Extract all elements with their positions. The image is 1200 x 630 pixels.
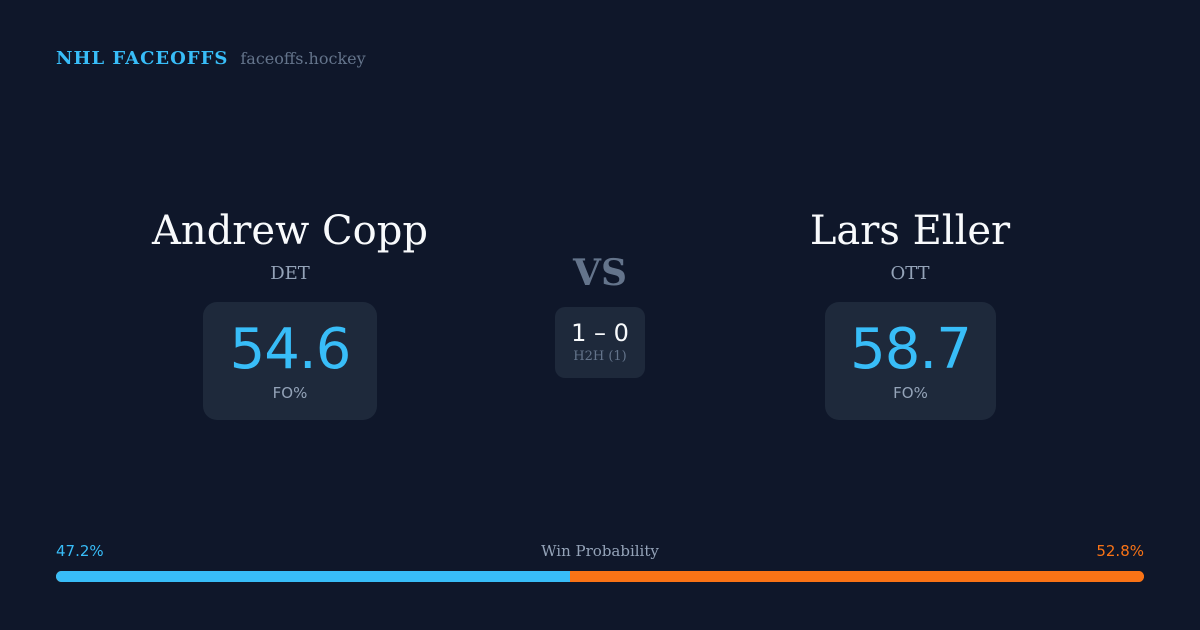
win-prob-right: 52.8% (1096, 542, 1144, 560)
h2h-score: 1 – 0 (571, 319, 629, 347)
player-left: Andrew Copp DET (90, 205, 490, 284)
h2h-label: H2H (1) (573, 349, 627, 364)
player-right: Lars Eller OTT (710, 205, 1110, 284)
player-name: Lars Eller (809, 208, 1011, 254)
win-prob-title: Win Probability (541, 542, 659, 560)
fo-pct-value: 54.6 (229, 317, 352, 382)
brand-url: faceoffs.hockey (240, 49, 366, 68)
fo-pct-label: FO% (272, 384, 308, 402)
fo-pct-label: FO% (893, 384, 928, 402)
win-probability: 47.2% Win Probability 52.8% (56, 542, 1144, 582)
brand-title: NHL FACEOFFS (56, 48, 229, 69)
player-name: Andrew Copp (152, 208, 428, 254)
win-prob-bar (56, 571, 1144, 582)
win-prob-bar-right (569, 571, 1144, 582)
player-right-fo-card: 58.7 FO% (825, 302, 996, 420)
player-team: OTT (890, 263, 930, 284)
fo-pct-value: 58.7 (850, 317, 972, 382)
brand: NHL FACEOFFS faceoffs.hockey (56, 48, 366, 69)
player-team: DET (270, 263, 310, 284)
h2h-card: 1 – 0 H2H (1) (555, 307, 645, 378)
win-prob-bar-left (56, 571, 570, 582)
player-left-fo-card: 54.6 FO% (203, 302, 377, 420)
win-prob-left: 47.2% (56, 542, 104, 560)
vs-label: VS (573, 252, 627, 294)
